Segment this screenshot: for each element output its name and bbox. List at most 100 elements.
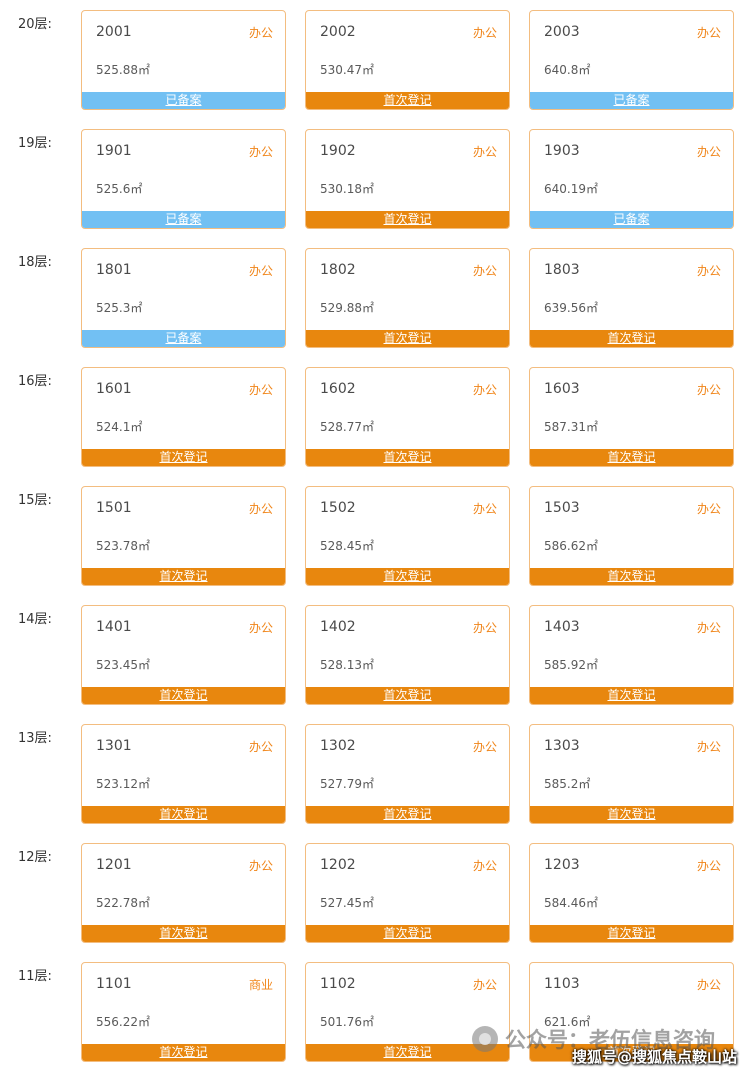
unit-status-link[interactable]: 首次登记 xyxy=(530,806,733,823)
unit-status-link[interactable]: 首次登记 xyxy=(530,1044,733,1061)
unit-card-header: 1901 办公 xyxy=(82,130,285,160)
unit-card-header: 1503 办公 xyxy=(530,487,733,517)
unit-number: 2001 xyxy=(96,24,132,40)
unit-card-2001[interactable]: 2001 办公 525.88㎡ 已备案 xyxy=(81,10,286,110)
unit-card-header: 1501 办公 xyxy=(82,487,285,517)
unit-number: 1902 xyxy=(320,143,356,159)
unit-card-1101[interactable]: 1101 商业 556.22㎡ 首次登记 xyxy=(81,962,286,1062)
unit-type-tag: 办公 xyxy=(696,145,721,159)
unit-area: 639.56㎡ xyxy=(544,301,598,315)
unit-status-link[interactable]: 已备案 xyxy=(82,211,285,228)
unit-type-tag: 办公 xyxy=(248,383,273,397)
unit-status-link[interactable]: 首次登记 xyxy=(82,925,285,942)
floor-units: 1201 办公 522.78㎡ 首次登记 1202 办公 527.45㎡ 首次登记 1203 办公… xyxy=(81,843,734,943)
unit-status-link[interactable]: 首次登记 xyxy=(530,925,733,942)
unit-type-tag: 办公 xyxy=(696,740,721,754)
unit-number: 1101 xyxy=(96,976,132,992)
unit-status-link[interactable]: 首次登记 xyxy=(306,806,509,823)
unit-status-link[interactable]: 首次登记 xyxy=(82,449,285,466)
unit-card-header: 1103 办公 xyxy=(530,963,733,993)
floor-label: 13层: xyxy=(18,731,52,746)
floor-units: 1801 办公 525.3㎡ 已备案 1802 办公 529.88㎡ 首次登记 1803 办公 63… xyxy=(81,248,734,348)
unit-number: 1803 xyxy=(544,262,580,278)
unit-status-link[interactable]: 首次登记 xyxy=(82,568,285,585)
unit-area: 527.79㎡ xyxy=(320,777,374,791)
unit-status-link[interactable]: 首次登记 xyxy=(82,1044,285,1061)
unit-card-1201[interactable]: 1201 办公 522.78㎡ 首次登记 xyxy=(81,843,286,943)
unit-type-tag: 办公 xyxy=(472,502,497,516)
unit-card-1503[interactable]: 1503 办公 586.62㎡ 首次登记 xyxy=(529,486,734,586)
unit-status-link[interactable]: 首次登记 xyxy=(530,449,733,466)
unit-card-2003[interactable]: 2003 办公 640.8㎡ 已备案 xyxy=(529,10,734,110)
unit-card-1502[interactable]: 1502 办公 528.45㎡ 首次登记 xyxy=(305,486,510,586)
unit-area: 523.78㎡ xyxy=(96,539,150,553)
unit-status-link[interactable]: 已备案 xyxy=(82,92,285,109)
unit-card-1603[interactable]: 1603 办公 587.31㎡ 首次登记 xyxy=(529,367,734,467)
unit-status-link[interactable]: 首次登记 xyxy=(82,806,285,823)
unit-number: 1801 xyxy=(96,262,132,278)
unit-status-link[interactable]: 首次登记 xyxy=(306,1044,509,1061)
unit-status-link[interactable]: 首次登记 xyxy=(82,687,285,704)
unit-card-1301[interactable]: 1301 办公 523.12㎡ 首次登记 xyxy=(81,724,286,824)
unit-number: 1903 xyxy=(544,143,580,159)
unit-number: 1602 xyxy=(320,381,356,397)
unit-card-1602[interactable]: 1602 办公 528.77㎡ 首次登记 xyxy=(305,367,510,467)
floor-label: 15层: xyxy=(18,493,52,508)
unit-area: 528.13㎡ xyxy=(320,658,374,672)
unit-status-link[interactable]: 首次登记 xyxy=(306,568,509,585)
floor-label: 18层: xyxy=(18,255,52,270)
unit-status-link[interactable]: 首次登记 xyxy=(530,568,733,585)
unit-card-1801[interactable]: 1801 办公 525.3㎡ 已备案 xyxy=(81,248,286,348)
unit-type-tag: 办公 xyxy=(248,145,273,159)
unit-status-link[interactable]: 首次登记 xyxy=(306,687,509,704)
unit-status-link[interactable]: 首次登记 xyxy=(306,92,509,109)
floor-row-14层: 14层: 1401 办公 523.45㎡ 首次登记 1402 办公 528.13㎡ 首次登记 14… xyxy=(18,605,740,705)
unit-card-header: 1401 办公 xyxy=(82,606,285,636)
floor-row-12层: 12层: 1201 办公 522.78㎡ 首次登记 1202 办公 527.45㎡ 首次登记 12… xyxy=(18,843,740,943)
unit-area: 527.45㎡ xyxy=(320,896,374,910)
unit-status-link[interactable]: 已备案 xyxy=(82,330,285,347)
unit-card-1203[interactable]: 1203 办公 584.46㎡ 首次登记 xyxy=(529,843,734,943)
unit-card-1601[interactable]: 1601 办公 524.1㎡ 首次登记 xyxy=(81,367,286,467)
unit-card-header: 1302 办公 xyxy=(306,725,509,755)
unit-number: 1401 xyxy=(96,619,132,635)
unit-type-tag: 办公 xyxy=(472,859,497,873)
unit-type-tag: 办公 xyxy=(696,502,721,516)
unit-status-link[interactable]: 首次登记 xyxy=(306,925,509,942)
floor-label: 16层: xyxy=(18,374,52,389)
unit-number: 1303 xyxy=(544,738,580,754)
unit-card-1103[interactable]: 1103 办公 621.6㎡ 首次登记 xyxy=(529,962,734,1062)
floor-units: 2001 办公 525.88㎡ 已备案 2002 办公 530.47㎡ 首次登记 2003 办公 6… xyxy=(81,10,734,110)
floor-label: 11层: xyxy=(18,969,52,984)
unit-card-1803[interactable]: 1803 办公 639.56㎡ 首次登记 xyxy=(529,248,734,348)
unit-card-1901[interactable]: 1901 办公 525.6㎡ 已备案 xyxy=(81,129,286,229)
unit-card-1401[interactable]: 1401 办公 523.45㎡ 首次登记 xyxy=(81,605,286,705)
unit-number: 1502 xyxy=(320,500,356,516)
unit-card-1402[interactable]: 1402 办公 528.13㎡ 首次登记 xyxy=(305,605,510,705)
unit-area: 524.1㎡ xyxy=(96,420,143,434)
unit-status-link[interactable]: 首次登记 xyxy=(530,687,733,704)
unit-number: 1402 xyxy=(320,619,356,635)
unit-card-1903[interactable]: 1903 办公 640.19㎡ 已备案 xyxy=(529,129,734,229)
unit-card-1303[interactable]: 1303 办公 585.2㎡ 首次登记 xyxy=(529,724,734,824)
floor-label: 19层: xyxy=(18,136,52,151)
unit-number: 1102 xyxy=(320,976,356,992)
floor-units: 1501 办公 523.78㎡ 首次登记 1502 办公 528.45㎡ 首次登记 1503 办公… xyxy=(81,486,734,586)
unit-status-link[interactable]: 首次登记 xyxy=(306,449,509,466)
unit-status-link[interactable]: 首次登记 xyxy=(306,330,509,347)
unit-status-link[interactable]: 首次登记 xyxy=(530,330,733,347)
unit-card-1202[interactable]: 1202 办公 527.45㎡ 首次登记 xyxy=(305,843,510,943)
unit-card-1403[interactable]: 1403 办公 585.92㎡ 首次登记 xyxy=(529,605,734,705)
unit-card-1802[interactable]: 1802 办公 529.88㎡ 首次登记 xyxy=(305,248,510,348)
unit-area: 528.77㎡ xyxy=(320,420,374,434)
unit-status-link[interactable]: 已备案 xyxy=(530,92,733,109)
unit-status-link[interactable]: 已备案 xyxy=(530,211,733,228)
unit-status-link[interactable]: 首次登记 xyxy=(306,211,509,228)
unit-card-2002[interactable]: 2002 办公 530.47㎡ 首次登记 xyxy=(305,10,510,110)
unit-card-1102[interactable]: 1102 办公 501.76㎡ 首次登记 xyxy=(305,962,510,1062)
unit-number: 1302 xyxy=(320,738,356,754)
unit-card-1902[interactable]: 1902 办公 530.18㎡ 首次登记 xyxy=(305,129,510,229)
unit-area: 525.88㎡ xyxy=(96,63,150,77)
